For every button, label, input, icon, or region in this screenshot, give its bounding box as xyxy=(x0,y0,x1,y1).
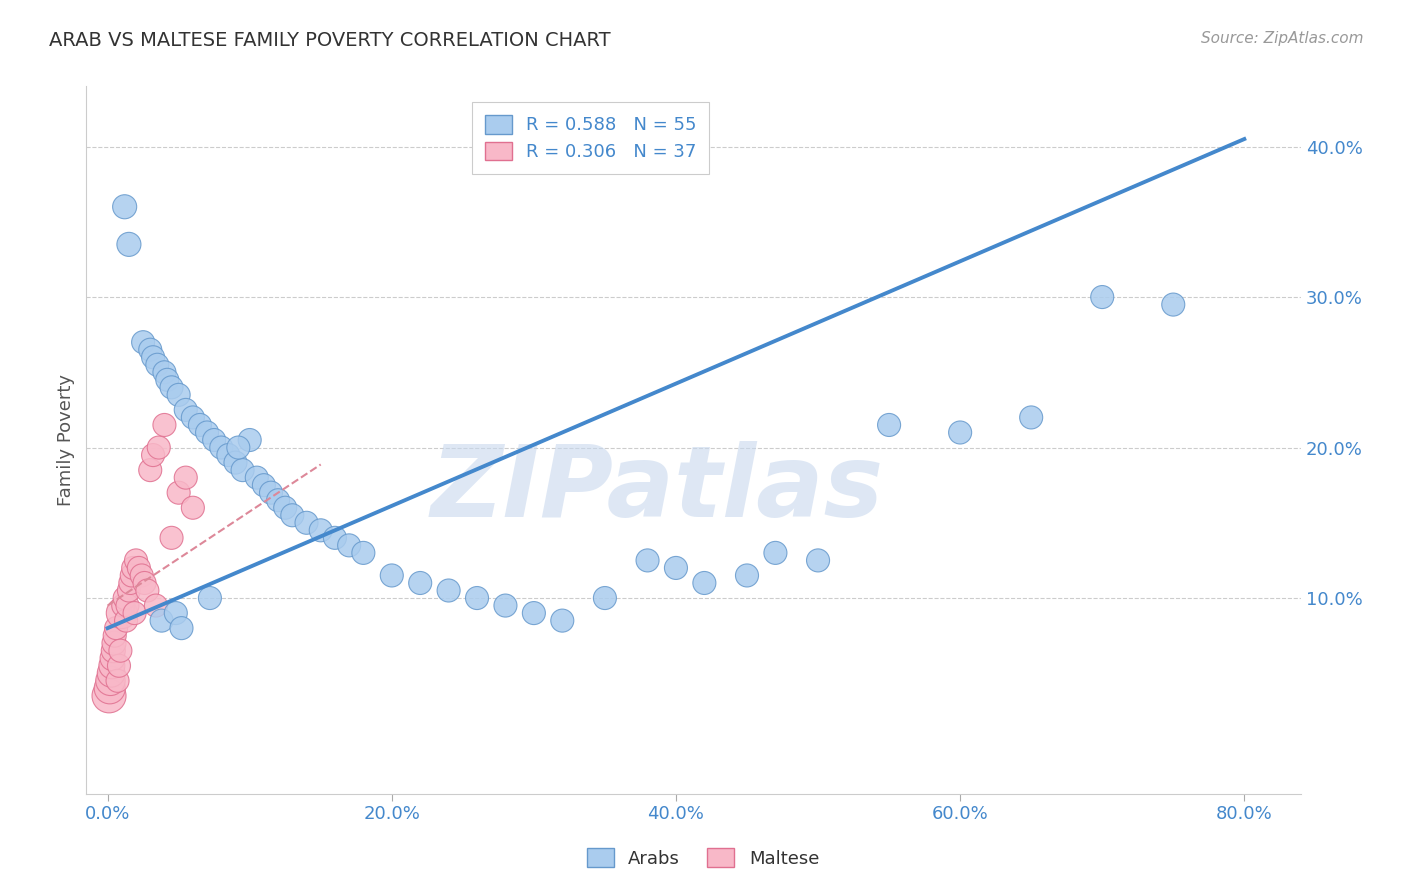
Point xyxy=(160,531,183,545)
Point xyxy=(253,478,276,492)
Point xyxy=(115,614,138,628)
Point xyxy=(170,621,193,635)
Point xyxy=(103,643,125,657)
Point xyxy=(209,441,232,455)
Point xyxy=(160,380,183,394)
Text: ZIPatlas: ZIPatlas xyxy=(430,441,884,538)
Point xyxy=(110,643,132,657)
Point xyxy=(181,500,204,515)
Point xyxy=(101,651,124,665)
Point xyxy=(114,591,136,605)
Point xyxy=(153,365,176,379)
Point xyxy=(100,673,122,688)
Point xyxy=(693,576,716,591)
Point xyxy=(118,583,141,598)
Point xyxy=(274,500,297,515)
Point xyxy=(103,636,125,650)
Point xyxy=(232,463,254,477)
Point xyxy=(142,351,165,365)
Point xyxy=(409,576,432,591)
Point xyxy=(105,621,128,635)
Point xyxy=(132,335,155,350)
Point xyxy=(134,576,156,591)
Text: ARAB VS MALTESE FAMILY POVERTY CORRELATION CHART: ARAB VS MALTESE FAMILY POVERTY CORRELATI… xyxy=(49,31,610,50)
Point xyxy=(877,417,900,432)
Legend: Arabs, Maltese: Arabs, Maltese xyxy=(576,838,830,879)
Point xyxy=(156,373,179,387)
Point xyxy=(281,508,304,523)
Point xyxy=(239,433,262,447)
Point xyxy=(735,568,758,582)
Point xyxy=(124,606,146,620)
Point xyxy=(665,561,688,575)
Point xyxy=(337,538,360,552)
Point xyxy=(145,599,167,613)
Point xyxy=(131,568,153,582)
Point xyxy=(949,425,972,440)
Point xyxy=(118,237,141,252)
Point xyxy=(142,448,165,462)
Point xyxy=(260,485,283,500)
Point xyxy=(153,417,176,432)
Point xyxy=(112,599,135,613)
Point xyxy=(104,629,127,643)
Text: Source: ZipAtlas.com: Source: ZipAtlas.com xyxy=(1201,31,1364,46)
Point xyxy=(494,599,516,613)
Point xyxy=(174,403,197,417)
Point xyxy=(148,441,170,455)
Legend: R = 0.588   N = 55, R = 0.306   N = 37: R = 0.588 N = 55, R = 0.306 N = 37 xyxy=(472,103,709,174)
Point xyxy=(217,448,239,462)
Point xyxy=(121,568,143,582)
Point xyxy=(125,553,148,567)
Point xyxy=(1019,410,1042,425)
Point xyxy=(165,606,187,620)
Point xyxy=(150,614,173,628)
Point xyxy=(98,681,121,696)
Point xyxy=(146,358,169,372)
Point xyxy=(122,561,145,575)
Point xyxy=(117,599,139,613)
Point xyxy=(202,433,225,447)
Point xyxy=(198,591,221,605)
Point xyxy=(551,614,574,628)
Point xyxy=(228,441,250,455)
Point xyxy=(807,553,830,567)
Point xyxy=(139,463,162,477)
Point xyxy=(100,666,122,681)
Point xyxy=(174,470,197,484)
Point xyxy=(352,546,374,560)
Point xyxy=(101,658,124,673)
Point xyxy=(323,531,346,545)
Point xyxy=(381,568,404,582)
Point xyxy=(107,673,129,688)
Point xyxy=(295,516,318,530)
Point xyxy=(1091,290,1114,304)
Point xyxy=(98,689,121,703)
Point xyxy=(136,583,159,598)
Point xyxy=(120,576,142,591)
Point xyxy=(128,561,150,575)
Point xyxy=(309,524,332,538)
Point xyxy=(111,606,134,620)
Point xyxy=(195,425,218,440)
Point xyxy=(637,553,659,567)
Point xyxy=(167,388,190,402)
Point xyxy=(1161,297,1184,311)
Point xyxy=(188,417,211,432)
Point xyxy=(139,343,162,357)
Point xyxy=(167,485,190,500)
Point xyxy=(765,546,787,560)
Point xyxy=(114,200,136,214)
Point xyxy=(465,591,488,605)
Point xyxy=(593,591,616,605)
Point xyxy=(246,470,269,484)
Point xyxy=(437,583,460,598)
Point xyxy=(224,456,246,470)
Point xyxy=(108,658,131,673)
Point xyxy=(523,606,546,620)
Point xyxy=(267,493,290,508)
Point xyxy=(181,410,204,425)
Y-axis label: Family Poverty: Family Poverty xyxy=(58,374,75,506)
